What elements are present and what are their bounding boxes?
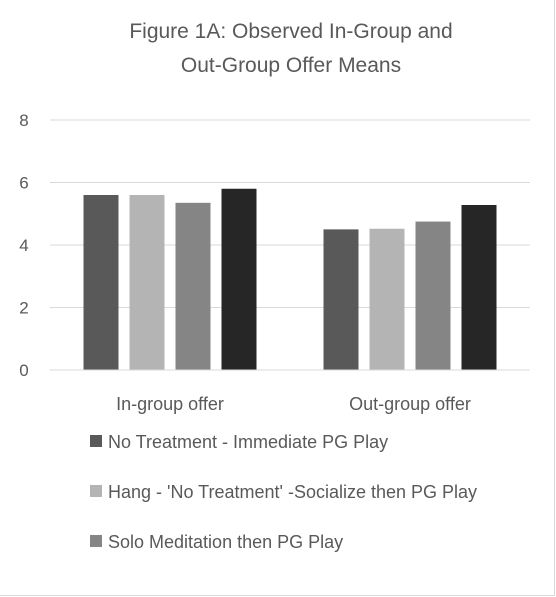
legend: No Treatment - Immediate PG Play Hang - '… [90,432,477,552]
bar-series-1-category-2 [323,229,359,370]
bar-series-4-category-1 [221,188,257,370]
bar-series-2-category-1 [129,195,165,370]
y-tick-label-0: 0 [19,361,28,380]
category-label-1: In-group offer [116,394,224,414]
y-tick-label-2: 2 [19,299,28,318]
legend-label-3: Solo Meditation then PG Play [108,532,343,552]
chart-title-line-2: Out-Group Offer Means [181,54,401,77]
bar-series-4-category-2 [461,205,497,370]
legend-label-1: No Treatment - Immediate PG Play [108,432,388,452]
chart-title: Figure 1A: Observed In-Group and Out-Gro… [129,20,452,77]
bar-series-2-category-2 [369,228,405,370]
bars [83,188,497,370]
bar-series-3-category-1 [175,202,211,370]
bar-series-1-category-1 [83,195,119,370]
gridlines [50,119,530,308]
legend-swatch-3 [90,535,102,547]
legend-label-2: Hang - 'No Treatment' -Socialize then PG… [108,482,477,502]
y-tick-label-4: 4 [19,236,28,255]
y-axis-tick-labels: 0 2 4 6 8 [19,111,28,380]
legend-swatch-2 [90,485,102,497]
legend-swatch-1 [90,435,102,447]
category-labels: In-group offer Out-group offer [116,394,471,414]
category-label-2: Out-group offer [349,394,471,414]
bar-series-3-category-2 [415,221,451,370]
y-tick-label-6: 6 [19,174,28,193]
y-tick-label-8: 8 [19,111,28,130]
chart-title-line-1: Figure 1A: Observed In-Group and [129,20,452,43]
